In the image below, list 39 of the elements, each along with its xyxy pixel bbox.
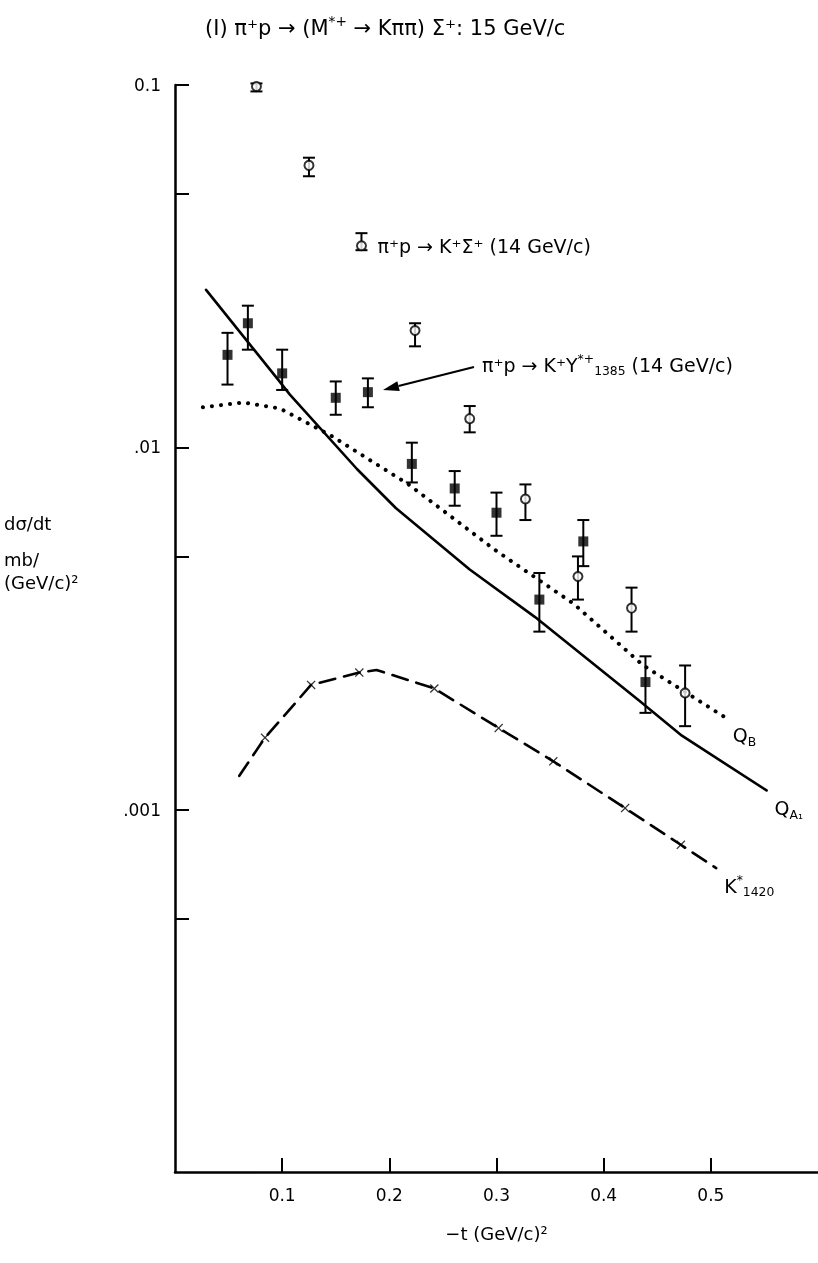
point <box>578 536 589 547</box>
x-tick-label: 0.5 <box>697 1184 725 1205</box>
point <box>626 602 638 614</box>
x-axis-title: −t (GeV/c)² <box>445 1222 548 1244</box>
point <box>355 240 367 252</box>
chart-title: (I) π⁺p → (M*+ → Kππ) Σ⁺: 15 GeV/c <box>205 13 566 40</box>
line-series <box>238 668 718 870</box>
point <box>330 392 341 403</box>
y-axis-title: dσ/dt mb/ (GeV/c)² <box>4 513 79 594</box>
point <box>534 594 545 605</box>
annotation: π⁺p → K⁺Y*+1385 (14 GeV/c) <box>482 351 733 379</box>
point <box>640 677 651 688</box>
point <box>494 723 504 733</box>
point <box>354 668 364 678</box>
point <box>406 458 417 469</box>
point <box>491 507 502 518</box>
x-tick-label: 0.2 <box>375 1184 403 1205</box>
y-tick-label: .001 <box>123 799 161 820</box>
point <box>572 571 584 583</box>
point <box>242 318 253 329</box>
x-tick-label: 0.3 <box>482 1184 511 1205</box>
y-tick-label: .01 <box>133 437 161 458</box>
point <box>429 683 439 693</box>
annotation: π⁺p → K⁺Σ⁺ (14 GeV/c) <box>377 234 591 257</box>
point <box>222 349 233 360</box>
line-series <box>204 288 768 792</box>
y-tick-label: 0.1 <box>133 75 161 95</box>
point <box>362 387 373 398</box>
x-tick-label: 0.4 <box>590 1184 618 1205</box>
point <box>679 687 691 699</box>
point <box>260 733 270 743</box>
point <box>519 493 531 505</box>
point <box>449 483 460 494</box>
point <box>277 368 288 379</box>
point <box>464 413 476 425</box>
x-tick-label: 0.1 <box>268 1184 296 1205</box>
point <box>409 325 421 337</box>
series-label: K*1420 <box>724 872 775 900</box>
point <box>303 159 315 171</box>
